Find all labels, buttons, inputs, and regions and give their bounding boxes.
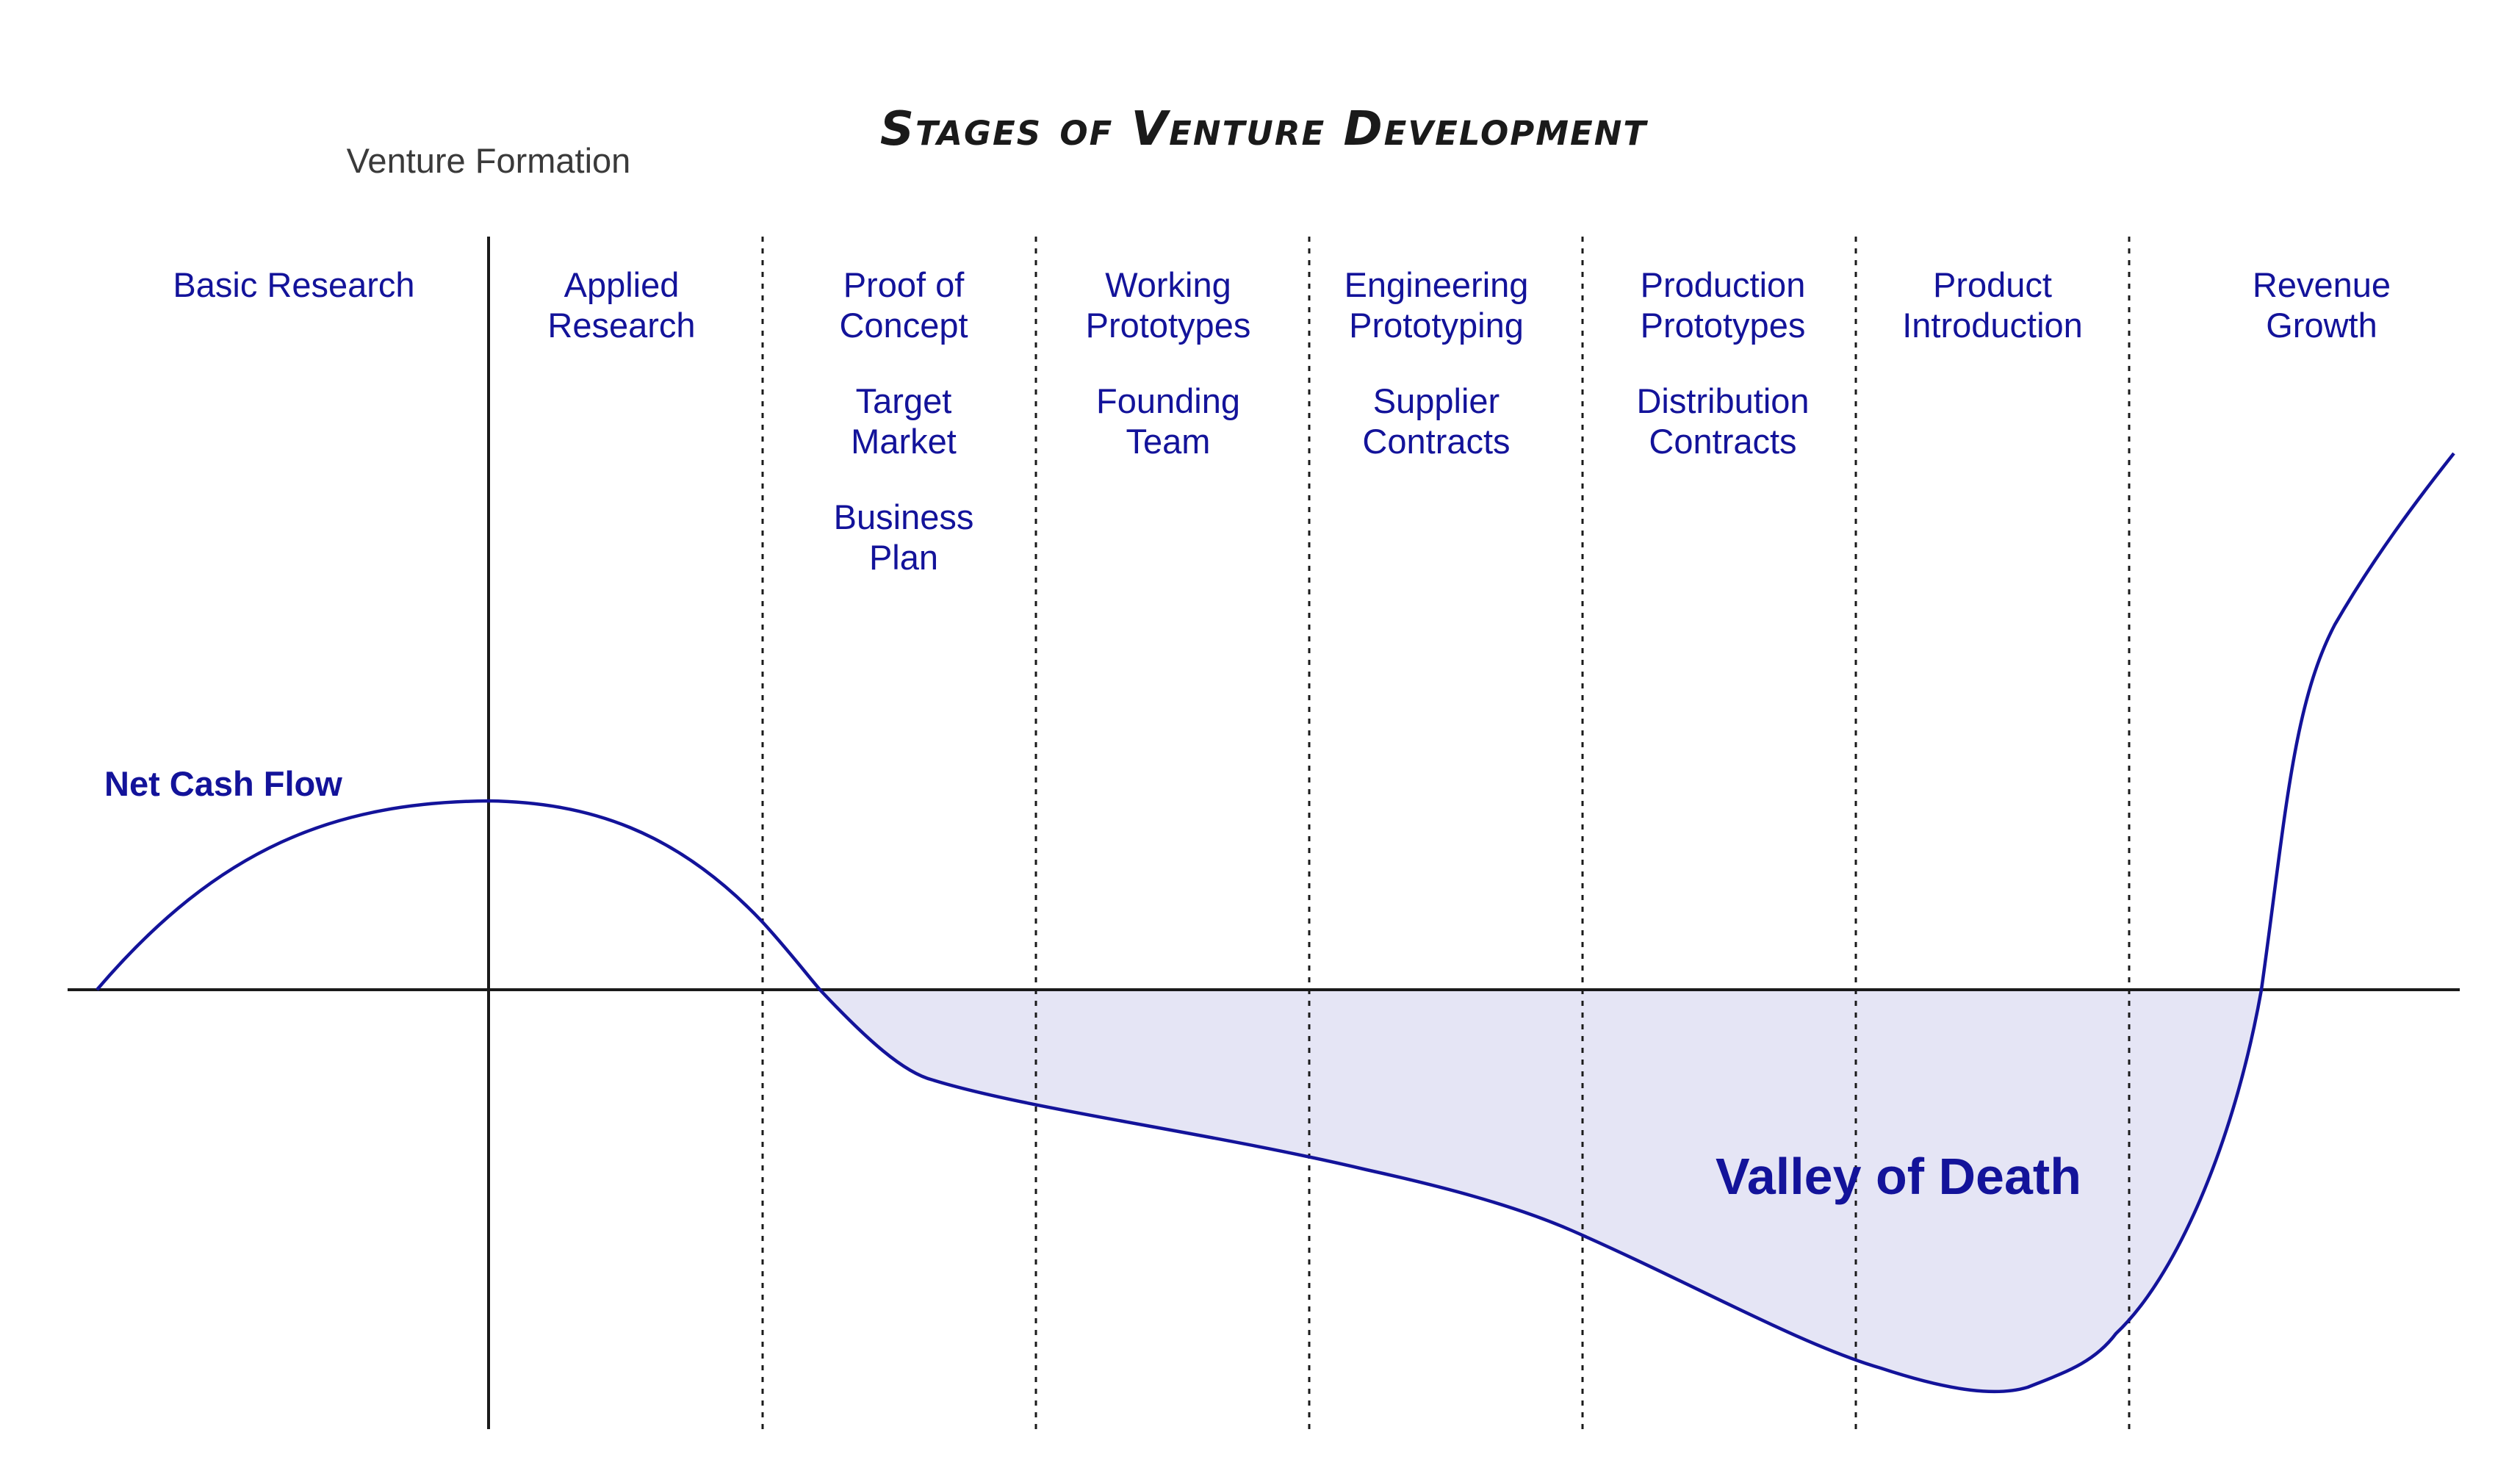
stage-label-line: Revenue [2253,265,2391,304]
stage-label: Applied Research [547,265,695,345]
stage-label-line: Contracts [1649,422,1796,461]
stage-label-line: Team [1126,422,1211,461]
stage-label: Founding Team [1096,381,1240,461]
stage-working-prototypes: Working Prototypes Founding Team [1086,265,1251,461]
stage-label: Product Introduction [1902,265,2083,345]
stage-label-line: Target [856,381,952,420]
stage-label-line: Production [1641,265,1806,304]
stage-label: Production Prototypes [1641,265,1806,345]
stage-label-line: Prototypes [1641,306,1806,345]
stage-revenue-growth: Revenue Growth [2253,265,2391,345]
stage-label: Business Plan [834,497,974,577]
stage-label-line: Plan [869,538,938,577]
stage-label-line: Supplier [1373,381,1500,420]
stage-label-line: Proof of [843,265,965,304]
stage-label: Target Market [851,381,957,461]
stage-basic-research: Basic Research [173,265,414,304]
stage-label-line: Working [1105,265,1231,304]
venture-formation-label: Venture Formation [347,141,631,180]
stage-production-prototypes: Production Prototypes Distribution Contract… [1636,265,1809,461]
stage-label: Working Prototypes [1086,265,1251,345]
stage-label-line: Founding [1096,381,1240,420]
valley-of-death-area [820,990,2261,1392]
stage-proof-of-concept: Proof of Concept Target Market Business Plan [834,265,974,577]
stage-label: Revenue Growth [2253,265,2391,345]
stage-label-line: Product [1933,265,2052,304]
stage-label-line: Contracts [1362,422,1510,461]
stage-label-line: Concept [839,306,968,345]
stage-label-line: Prototypes [1086,306,1251,345]
stage-label-line: Applied [564,265,680,304]
stage-label: Proof of Concept [839,265,968,345]
diagram-title: Stages of Venture Development [880,102,1649,157]
stage-label-line: Business [834,497,974,536]
net-cash-flow-curve [96,452,2455,1394]
stage-label: Distribution Contracts [1636,381,1809,461]
stage-label-line: Prototyping [1349,306,1524,345]
stage-label: Supplier Contracts [1362,381,1510,461]
stage-label-line: Introduction [1902,306,2083,345]
stage-label-line: Market [851,422,957,461]
stage-label-line: Basic Research [173,265,414,304]
stage-label: Basic Research [173,265,414,304]
stage-engineering-prototyping: Engineering Prototyping Supplier Contracts [1344,265,1529,461]
stage-label-line: Growth [2266,306,2377,345]
valley-of-death-label: Valley of Death [1716,1148,2081,1205]
stage-label-line: Engineering [1344,265,1529,304]
stage-label: Engineering Prototyping [1344,265,1529,345]
stage-applied-research: Applied Research [547,265,695,345]
stage-product-introduction: Product Introduction [1902,265,2083,345]
stage-label-line: Distribution [1636,381,1809,420]
stage-label-line: Research [547,306,695,345]
net-cash-flow-label: Net Cash Flow [104,764,342,803]
